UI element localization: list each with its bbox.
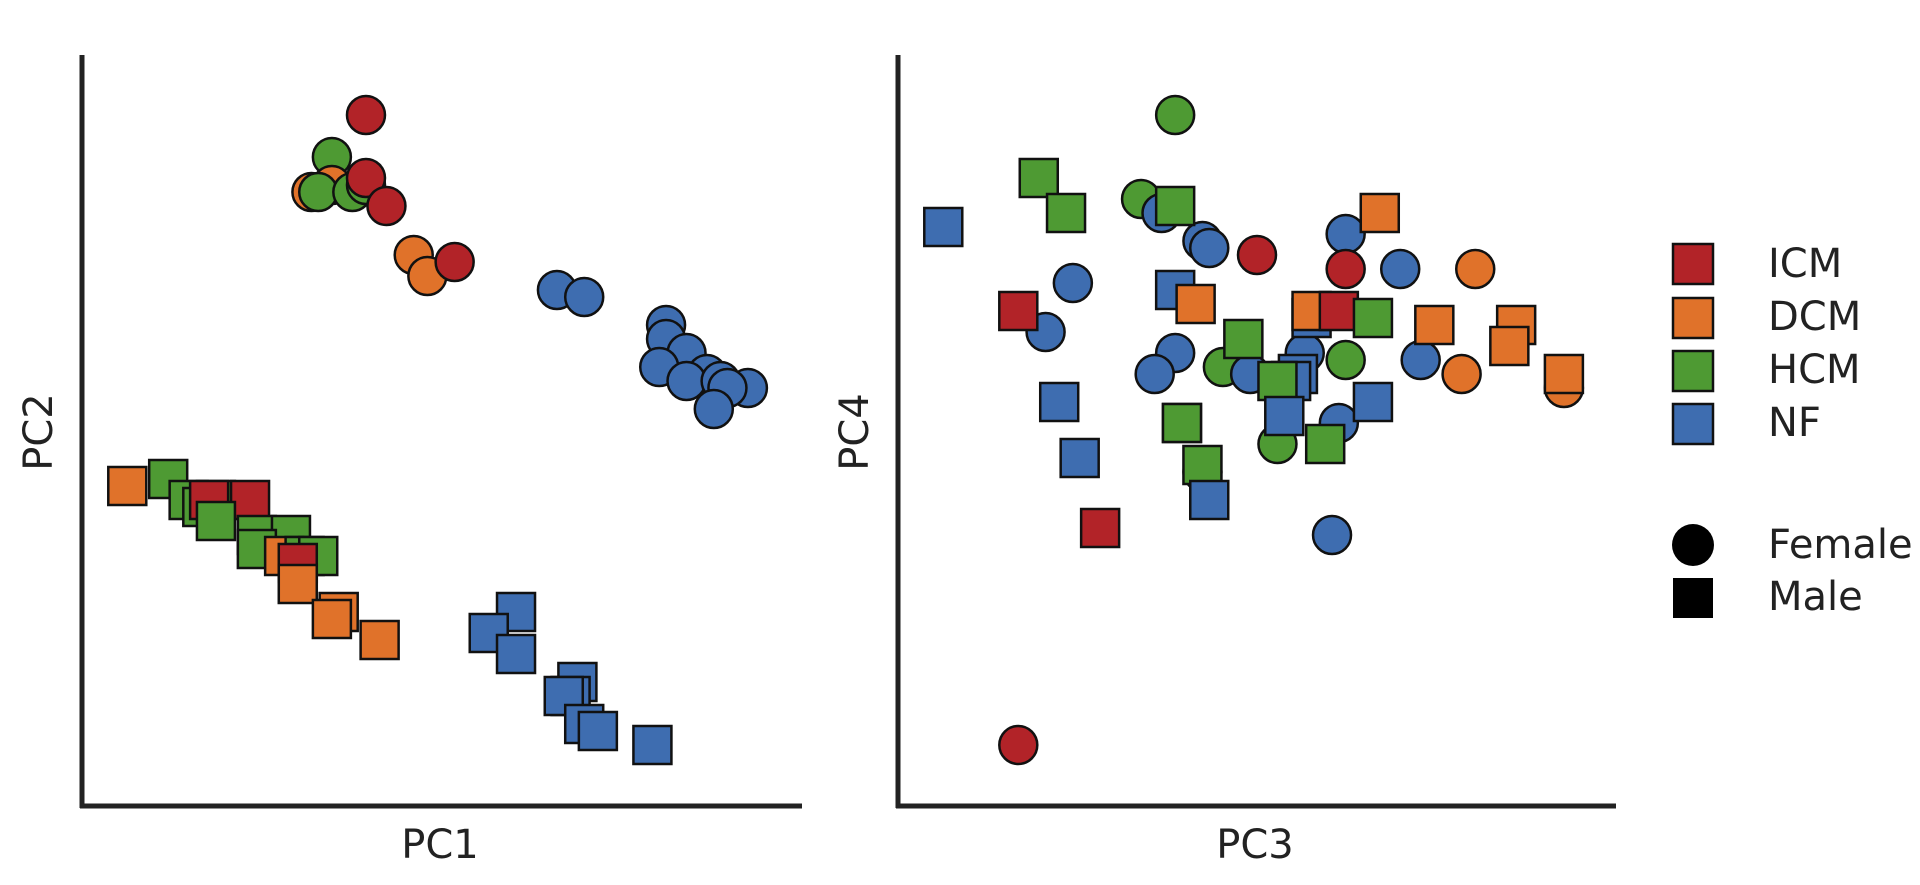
point-pc1-icm-female-7 [345, 157, 387, 199]
pc1-x-axis-label: PC1 [401, 822, 479, 868]
point-pc3-dcm-female-19 [1441, 353, 1482, 395]
point-pc1-hcm-female-4 [297, 171, 339, 213]
point-pc1-nf-male-45 [495, 633, 537, 675]
point-pc1-dcm-male-42 [359, 619, 400, 661]
point-pc1-hcm-male-31 [195, 500, 237, 542]
legend-swatch-dcm [1671, 296, 1715, 340]
point-pc1-nf-female-23 [693, 388, 735, 430]
point-pc3-dcm-male-38 [1414, 304, 1455, 346]
point-pc3-icm-female-25 [998, 724, 1039, 766]
legend-swatch-hcm [1671, 349, 1715, 393]
point-pc3-hcm-male-41 [1223, 318, 1264, 360]
point-pc3-hcm-female-17 [1325, 339, 1366, 381]
point-pc3-dcm-male-45 [1543, 353, 1585, 395]
legend-label-hcm: HCM [1768, 347, 1861, 393]
point-pc1-icm-male-30 [229, 479, 271, 521]
point-pc3-nf-male-52 [1059, 437, 1100, 479]
point-pc3-hcm-female-0 [1154, 94, 1196, 136]
pc2-y-axis-label: PC2 [16, 393, 62, 471]
point-pc3-nf-male-46 [1038, 381, 1080, 423]
point-pc3-nf-female-6 [1325, 213, 1366, 255]
pc1-pc2-panel: PC1 PC2 [16, 55, 802, 868]
point-pc3-dcm-male-33 [1175, 283, 1216, 325]
point-pc3-hcm-male-29 [1154, 185, 1196, 227]
point-pc1-icm-female-8 [366, 185, 407, 227]
point-pc3-hcm-male-28 [1045, 192, 1087, 234]
point-pc3-nf-female-18 [1400, 339, 1441, 381]
legend-female-circle-icon [1672, 524, 1714, 566]
point-pc3-hcm-male-27 [1018, 157, 1060, 199]
legend-label-male: Male [1768, 574, 1863, 620]
point-pc3-hcm-male-44 [1257, 360, 1298, 402]
legend-label-nf: NF [1768, 400, 1821, 446]
point-pc3-hcm-male-49 [1161, 402, 1203, 444]
point-pc3-nf-female-24 [1311, 514, 1353, 556]
point-pc3-nf-male-50 [1264, 395, 1305, 437]
point-pc1-nf-female-13 [563, 276, 605, 318]
point-pc1-dcm-male-39 [277, 563, 319, 605]
point-pc3-icm-male-31 [998, 290, 1039, 332]
point-pc3-icm-female-5 [1236, 234, 1278, 276]
point-pc3-dcm-female-9 [1454, 248, 1496, 290]
point-pc3-nf-female-10 [1052, 262, 1094, 304]
point-pc1-nf-male-51 [632, 724, 673, 766]
point-pc1-dcm-male-24 [107, 465, 148, 507]
legend-swatch-nf [1671, 402, 1715, 446]
point-pc3-dcm-male-40 [1489, 325, 1530, 367]
point-pc1-nf-male-50 [577, 710, 619, 752]
point-pc1-dcm-male-41 [311, 598, 353, 640]
point-pc3-nf-male-26 [923, 206, 964, 248]
point-pc3-nf-female-13 [1134, 353, 1175, 395]
point-pc3-nf-female-4 [1189, 227, 1230, 269]
legend-label-dcm: DCM [1768, 294, 1861, 340]
legend-label-icm: ICM [1768, 241, 1842, 287]
pc3-x-axis-label: PC3 [1216, 822, 1294, 868]
point-pc3-icm-female-7 [1325, 248, 1366, 290]
pc3-pc4-points [923, 94, 1585, 766]
point-pc3-icm-male-55 [1079, 507, 1121, 549]
legend-male-square-icon [1673, 578, 1713, 618]
legend-label-female: Female [1768, 522, 1913, 568]
point-pc1-icm-female-0 [345, 94, 387, 136]
point-pc3-nf-female-8 [1379, 248, 1421, 290]
point-pc1-icm-female-11 [434, 241, 475, 283]
legend-swatch-icm [1671, 242, 1715, 286]
pc4-y-axis-label: PC4 [832, 393, 878, 471]
point-pc3-nf-male-54 [1189, 479, 1230, 521]
point-pc3-nf-male-47 [1352, 381, 1394, 423]
point-pc3-hcm-male-51 [1304, 423, 1346, 465]
point-pc3-hcm-male-53 [1182, 444, 1223, 486]
point-pc3-icm-male-36 [1318, 290, 1360, 332]
legend: ICM DCM HCM NF Female Male [1671, 241, 1913, 620]
point-pc3-hcm-male-37 [1352, 297, 1394, 339]
point-pc1-nf-female-19 [666, 360, 707, 402]
point-pc3-dcm-male-30 [1359, 192, 1401, 234]
pc1-pc2-points [107, 94, 769, 766]
pc3-pc4-panel: PC3 PC4 [832, 55, 1616, 868]
